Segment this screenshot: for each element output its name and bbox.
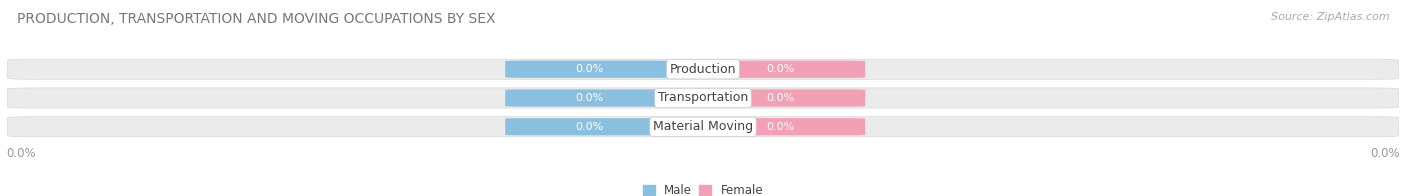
Legend: Male, Female: Male, Female <box>643 184 763 196</box>
FancyBboxPatch shape <box>696 118 865 135</box>
FancyBboxPatch shape <box>505 118 675 135</box>
Text: PRODUCTION, TRANSPORTATION AND MOVING OCCUPATIONS BY SEX: PRODUCTION, TRANSPORTATION AND MOVING OC… <box>17 12 495 26</box>
FancyBboxPatch shape <box>7 88 1399 108</box>
FancyBboxPatch shape <box>7 59 1399 79</box>
Text: 0.0%: 0.0% <box>575 93 605 103</box>
Text: Source: ZipAtlas.com: Source: ZipAtlas.com <box>1271 12 1389 22</box>
Text: Transportation: Transportation <box>658 92 748 104</box>
FancyBboxPatch shape <box>7 117 1399 137</box>
FancyBboxPatch shape <box>505 89 675 107</box>
Text: 0.0%: 0.0% <box>766 122 794 132</box>
Text: Production: Production <box>669 63 737 76</box>
Text: 0.0%: 0.0% <box>766 64 794 74</box>
Text: 0.0%: 0.0% <box>575 122 605 132</box>
Text: 0.0%: 0.0% <box>766 93 794 103</box>
Text: Material Moving: Material Moving <box>652 120 754 133</box>
FancyBboxPatch shape <box>696 61 865 78</box>
Text: 0.0%: 0.0% <box>575 64 605 74</box>
FancyBboxPatch shape <box>696 89 865 107</box>
FancyBboxPatch shape <box>505 61 675 78</box>
